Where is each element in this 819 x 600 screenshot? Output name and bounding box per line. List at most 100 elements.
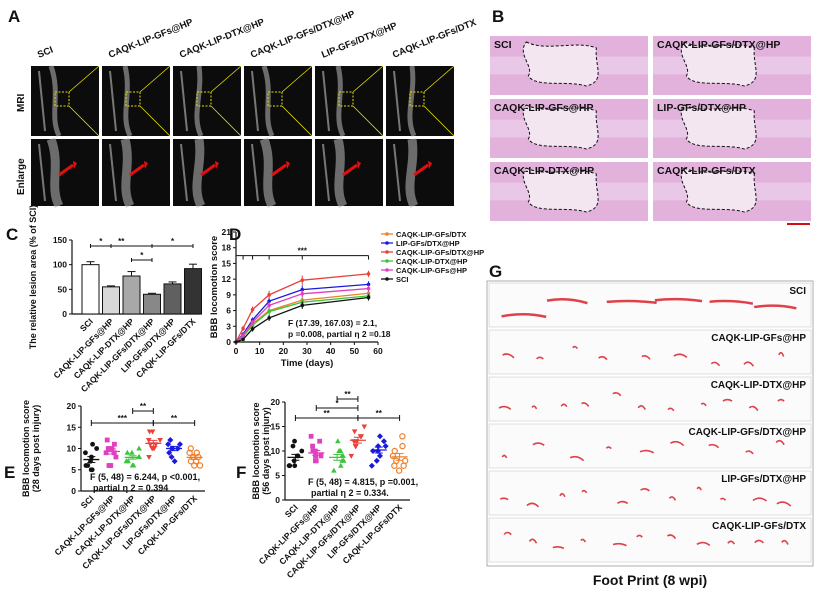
data-point [124, 449, 131, 455]
column-title: CAQK-LIP-GFs/DTX [391, 17, 478, 61]
x-tick-label: 60 [373, 346, 383, 356]
data-point [399, 442, 406, 450]
row-label-mri: MRI [16, 93, 27, 112]
tile-label: CAQK-LIP-GFs/DTX@HP [657, 39, 780, 51]
data-point [136, 454, 143, 459]
data-point [391, 447, 398, 455]
panel-label-A: A [8, 7, 20, 26]
y-tick-label: 0 [275, 495, 280, 505]
data-point [234, 340, 238, 344]
footprint-strip: CAQK-LIP-GFs@HP [488, 329, 812, 375]
y-tick-label: 0 [226, 337, 231, 347]
data-point [165, 441, 172, 448]
legend-label: CAQK-LIP-DTX@HP [396, 257, 467, 266]
column-title: SCI [36, 45, 55, 61]
histology-tile: CAQK-LIP-DTX@HP [490, 162, 648, 221]
y-axis-label: BBB locomotion score [209, 236, 220, 338]
lesion-outline [680, 41, 757, 87]
data-point [376, 433, 383, 440]
sem-bar [312, 450, 321, 456]
significance-label: ** [344, 390, 351, 399]
enlarge-image [102, 137, 170, 209]
panel-label-F: F [236, 463, 246, 482]
data-point [380, 438, 387, 445]
mri-image [244, 65, 313, 138]
tile-label: LIP-GFs/DTX@HP [657, 102, 746, 114]
y-tick-label: 21 [222, 227, 232, 237]
significance-bracket [151, 244, 194, 248]
histology-tile: LIP-GFs/DTX@HP [653, 99, 811, 158]
data-point [292, 463, 298, 469]
zoom-box [267, 91, 283, 107]
y-tick-label: 100 [53, 260, 67, 270]
histology-tile: CAQK-LIP-GFs@HP [490, 99, 648, 158]
data-point [310, 443, 315, 449]
data-point [290, 443, 296, 449]
sem-bar [128, 455, 137, 460]
arrow-icon [58, 163, 74, 177]
data-point [112, 441, 117, 447]
panel-label-G: G [489, 262, 502, 281]
significance-bracket [132, 408, 154, 414]
data-point [267, 303, 271, 308]
data-point [85, 463, 91, 468]
footprint-strip: CAQK-LIP-GFs/DTX [488, 517, 812, 563]
bar [102, 286, 120, 315]
arrow-icon [129, 163, 145, 177]
data-point [312, 458, 318, 464]
sem-bar [108, 448, 116, 455]
data-point [300, 287, 305, 292]
panel-caption: Foot Print (8 wpi) [593, 572, 707, 588]
sem-bar [353, 436, 362, 444]
y-tick-label: 10 [67, 444, 77, 454]
x-tick-label: 20 [279, 346, 289, 356]
data-point [196, 462, 204, 469]
stats-annotation: F (5, 48) = 4.815, p =0.001, [308, 477, 418, 487]
panel-label-D: D [229, 225, 241, 244]
y-tick-label: 0 [71, 486, 76, 496]
arrow-icon [200, 163, 216, 177]
y-axis-label: The relative lesion area (% of SCI) [28, 205, 38, 350]
x-tick-label: 0 [234, 346, 239, 356]
histology-tile: CAQK-LIP-GFs/DTX@HP [653, 36, 811, 95]
sem-bar [374, 446, 383, 454]
data-point [94, 446, 100, 451]
data-point [241, 333, 245, 337]
data-point [267, 316, 271, 320]
x-tick-label: 10 [255, 346, 265, 356]
significance-label: * [336, 399, 340, 408]
data-point [366, 282, 371, 287]
zoom-box [338, 91, 354, 107]
data-point [250, 320, 255, 324]
tile-label: CAQK-LIP-GFs@HP [494, 102, 594, 114]
strip-label: LIP-GFs/DTX@HP [721, 474, 806, 485]
significance-label: *** [298, 247, 308, 256]
data-point [300, 303, 305, 308]
data-point [318, 453, 324, 459]
legend-label: LIP-GFs/DTX@HP [396, 239, 460, 248]
y-tick-label: 3 [226, 321, 231, 331]
zoom-box [409, 91, 425, 107]
data-point [351, 429, 358, 435]
x-tick-label: SCI [78, 316, 95, 333]
data-point [104, 437, 110, 443]
data-point [89, 467, 95, 473]
y-axis-label: (56 days post injury) [261, 407, 271, 495]
tile-label: CAQK-LIP-DTX@HP [494, 165, 594, 177]
panel-label-E: E [4, 463, 15, 482]
lesion-outline [680, 167, 757, 213]
zoom-box [54, 91, 70, 107]
sem-bar [149, 439, 158, 447]
footprint-panel: SCI CAQK-LIP-GFs@HP CAQK-LIP-DTX@HP CAQK-LI… [486, 280, 814, 588]
stats-annotation: F (17.39, 167.03) = 2.1, [288, 318, 377, 328]
legend-label: CAQK-LIP-GFs/DTX [396, 230, 466, 239]
data-point [348, 453, 355, 459]
x-tick-label: 40 [326, 346, 336, 356]
significance-label: ** [118, 237, 125, 246]
tile-label: CAQK-LIP-GFs/DTX [657, 165, 756, 177]
y-tick-label: 5 [71, 465, 76, 475]
y-axis-label: BBB locomotion score [251, 402, 261, 499]
chart-c: 050100150SCICAQK-LIP-GFs@HPCAQK-LIP-DTX@… [28, 205, 202, 394]
stats-annotation: F (5, 48) = 6.244, p <0.001, [90, 472, 200, 482]
